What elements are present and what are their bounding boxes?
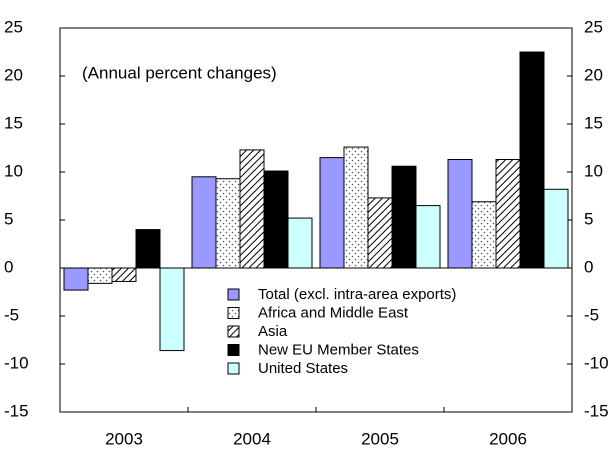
bar [495, 159, 521, 269]
y2-tick-label: 0 [584, 257, 593, 276]
legend-label: Africa and Middle East [258, 304, 409, 321]
bar [471, 201, 497, 269]
bar [63, 267, 89, 291]
bar [239, 149, 265, 269]
y2-tick-label: -10 [584, 353, 609, 372]
y-tick-label: -5 [4, 305, 19, 324]
y-tick-label: 15 [4, 113, 23, 132]
y2-tick-label: -5 [584, 305, 599, 324]
x-tick-label: 2005 [361, 429, 399, 448]
x-tick-label: 2003 [105, 429, 143, 448]
bar [415, 205, 441, 269]
legend-swatch [227, 307, 240, 319]
y2-tick-label: 15 [584, 113, 603, 132]
bar [391, 165, 417, 269]
y-tick-label: 0 [4, 257, 13, 276]
bar [287, 217, 313, 269]
y-tick-label: 10 [4, 161, 23, 180]
bar [343, 146, 369, 269]
y-tick-label: -15 [4, 401, 29, 420]
y-tick-label: 25 [4, 17, 23, 36]
legend-label: United States [258, 360, 348, 377]
y2-tick-label: 5 [584, 209, 593, 228]
legend-label: Asia [258, 323, 288, 340]
bar [215, 178, 241, 269]
bar [543, 188, 569, 269]
y-tick-label: -10 [4, 353, 29, 372]
bar [319, 157, 345, 269]
bar [447, 159, 473, 269]
bar [111, 267, 137, 282]
x-tick-label: 2004 [233, 429, 271, 448]
y2-tick-label: 20 [584, 65, 603, 84]
plot-frame [59, 27, 573, 413]
x-tick-label: 2006 [489, 429, 527, 448]
bar [263, 170, 289, 269]
annotation: (Annual percent changes) [82, 63, 277, 82]
y-tick-label: 5 [4, 209, 13, 228]
legend-label: New EU Member States [258, 341, 419, 358]
y2-tick-label: 10 [584, 161, 603, 180]
bar [367, 197, 393, 269]
legend-label: Total (excl. intra-area exports) [258, 286, 456, 303]
bar [191, 176, 217, 269]
legend-swatch [227, 325, 240, 338]
y2-tick-label: -15 [584, 401, 609, 420]
legend-swatch [227, 288, 240, 301]
y2-tick-label: 25 [584, 17, 603, 36]
bar [135, 229, 161, 269]
bar [519, 51, 545, 269]
bar [159, 267, 185, 352]
legend-swatch [227, 344, 240, 356]
legend-swatch [227, 362, 240, 375]
bar [87, 267, 113, 284]
y-tick-label: 20 [4, 65, 23, 84]
